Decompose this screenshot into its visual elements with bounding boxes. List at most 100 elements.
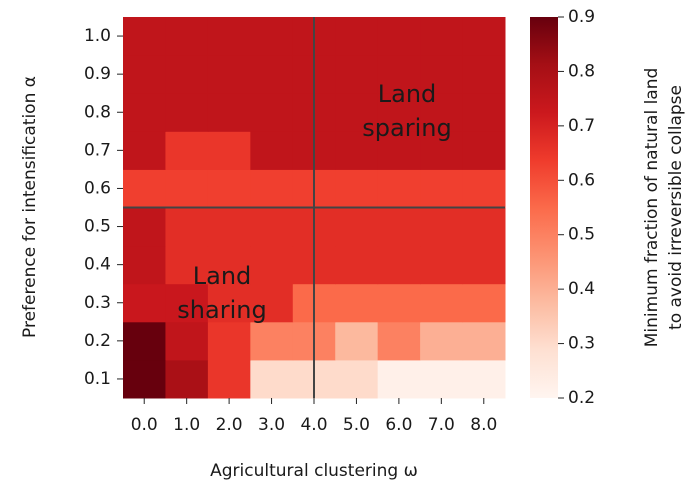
- x-tick-label: 3.0: [258, 415, 285, 435]
- heat-cell: [207, 283, 251, 323]
- y-tick-label: 0.7: [84, 140, 111, 160]
- heat-cell: [377, 55, 421, 94]
- heat-cell: [123, 359, 166, 399]
- heat-cell: [462, 207, 506, 247]
- heat-cell: [462, 55, 506, 94]
- heat-cell: [377, 131, 421, 170]
- heat-cell: [462, 169, 506, 208]
- heat-cell: [420, 207, 464, 247]
- heat-cell: [335, 207, 379, 247]
- heat-cell: [165, 245, 209, 285]
- heat-cell: [377, 245, 421, 285]
- colorbar-tick-label: 0.8: [568, 61, 595, 81]
- colorbar-tick-label: 0.2: [568, 388, 595, 408]
- heat-cell: [462, 359, 506, 399]
- heat-cell: [207, 17, 251, 56]
- heat-cell: [207, 245, 251, 285]
- heat-cell: [377, 93, 421, 132]
- heat-cell: [420, 359, 464, 399]
- heat-cell: [420, 17, 464, 56]
- heat-cell: [207, 131, 251, 170]
- heat-cell: [335, 93, 379, 132]
- heat-cell: [250, 17, 294, 56]
- heat-cell: [335, 131, 379, 170]
- heat-cell: [462, 17, 506, 56]
- colorbar-label: Minimum fraction of natural land: [642, 68, 662, 348]
- heat-cell: [420, 321, 464, 361]
- heat-cell: [123, 131, 166, 170]
- heat-cell: [165, 93, 209, 132]
- heat-cell: [462, 321, 506, 361]
- heat-cell: [165, 131, 209, 170]
- heat-cell: [250, 359, 294, 399]
- heat-cell: [123, 93, 166, 132]
- heat-cell: [462, 93, 506, 132]
- heat-cell: [250, 321, 294, 361]
- heat-cell: [420, 245, 464, 285]
- heat-cell: [335, 169, 379, 208]
- heat-cell: [377, 207, 421, 247]
- heat-cell: [207, 207, 251, 247]
- y-tick-label: 0.3: [84, 293, 111, 313]
- heat-cell: [250, 283, 294, 323]
- heat-cell: [250, 55, 294, 94]
- y-tick-label: 0.9: [84, 64, 111, 84]
- heat-cell: [335, 321, 379, 361]
- heat-cell: [123, 55, 166, 94]
- heat-cell: [165, 321, 209, 361]
- heat-cell: [335, 55, 379, 94]
- heat-cell: [165, 17, 209, 56]
- x-tick-label: 5.0: [343, 415, 370, 435]
- y-tick-label: 0.2: [84, 331, 111, 351]
- heat-cell: [250, 93, 294, 132]
- heat-cell: [165, 55, 209, 94]
- heat-cell: [250, 207, 294, 247]
- heat-cell: [335, 359, 379, 399]
- colorbar-tick-label: 0.4: [568, 279, 595, 299]
- heat-cell: [207, 321, 251, 361]
- y-tick-label: 0.8: [84, 102, 111, 122]
- heat-cell: [377, 321, 421, 361]
- x-tick-label: 8.0: [470, 415, 497, 435]
- heat-cell: [207, 169, 251, 208]
- heat-cell: [250, 245, 294, 285]
- colorbar: [530, 17, 558, 398]
- heat-cell: [377, 283, 421, 323]
- y-tick-label: 0.5: [84, 217, 111, 237]
- x-tick-label: 2.0: [216, 415, 243, 435]
- colorbar-tick-label: 0.5: [568, 225, 595, 245]
- heat-cell: [462, 131, 506, 170]
- heat-cell: [165, 169, 209, 208]
- y-tick-label: 0.1: [84, 369, 111, 389]
- heat-cell: [377, 169, 421, 208]
- heat-cell: [335, 283, 379, 323]
- heat-cell: [123, 245, 166, 285]
- x-tick-label: 6.0: [385, 415, 412, 435]
- x-tick-label: 7.0: [428, 415, 455, 435]
- heat-cell: [123, 321, 166, 361]
- heat-cell: [335, 17, 379, 56]
- heat-cell: [420, 93, 464, 132]
- heat-cell: [420, 131, 464, 170]
- heat-cell: [123, 17, 166, 56]
- heat-cell: [207, 359, 251, 399]
- colorbar-tick-label: 0.7: [568, 116, 595, 136]
- heat-cell: [165, 359, 209, 399]
- heat-cell: [462, 245, 506, 285]
- heat-cell: [420, 169, 464, 208]
- heat-cell: [165, 207, 209, 247]
- y-tick-label: 0.6: [84, 178, 111, 198]
- heat-cell: [377, 359, 421, 399]
- annotation: Land sharing: [177, 262, 266, 324]
- x-tick-label: 0.0: [131, 415, 158, 435]
- heat-cell: [420, 55, 464, 94]
- heat-cell: [250, 131, 294, 170]
- y-axis-label: Preference for intensification α: [20, 76, 40, 338]
- heat-cell: [123, 207, 166, 247]
- heat-cell: [123, 169, 166, 208]
- x-tick-label: 1.0: [173, 415, 200, 435]
- heat-cell: [250, 169, 294, 208]
- x-axis-label: Agricultural clustering ω: [210, 461, 418, 481]
- heat-cell: [335, 245, 379, 285]
